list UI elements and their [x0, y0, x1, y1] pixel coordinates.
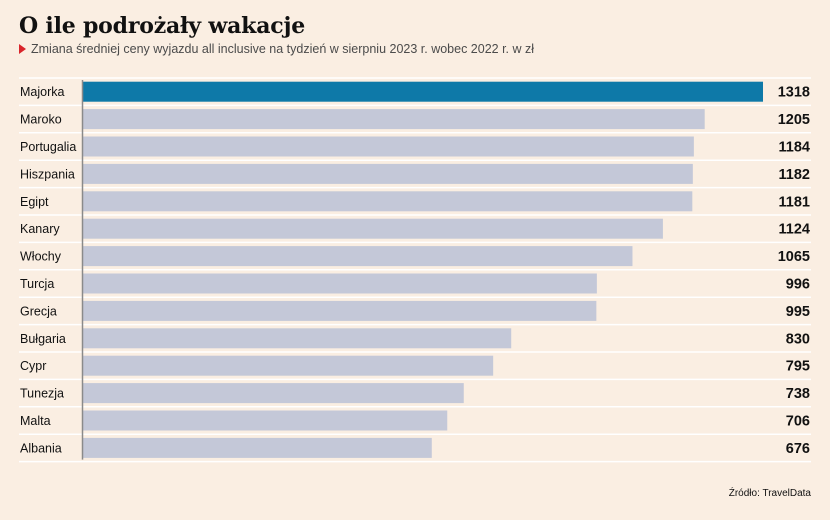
bar — [83, 109, 705, 130]
category-label: Tunezja — [20, 387, 64, 401]
bar — [83, 328, 512, 349]
category-label: Majorka — [20, 85, 65, 99]
value-label: 1181 — [779, 194, 810, 210]
value-label: 996 — [786, 277, 810, 293]
chart-title: O ile podrożały wakacje — [19, 13, 305, 39]
category-label: Grecja — [20, 304, 57, 318]
category-label: Malta — [20, 414, 51, 428]
bar — [83, 437, 432, 458]
bar — [83, 273, 597, 294]
category-label: Hiszpania — [20, 167, 75, 181]
category-label: Egipt — [20, 195, 49, 209]
category-label: Turcja — [20, 277, 54, 291]
source-note: Źródło: TravelData — [728, 488, 811, 499]
value-label: 1318 — [778, 85, 810, 101]
bar — [83, 410, 448, 431]
bar — [83, 246, 633, 267]
category-label: Bułgaria — [20, 332, 66, 346]
bar-highlighted — [83, 81, 763, 102]
value-label: 830 — [786, 331, 810, 347]
bar — [83, 163, 693, 184]
chart-subtitle: Zmiana średniej ceny wyjazdu all inclusi… — [19, 41, 534, 57]
value-label: 738 — [786, 386, 810, 402]
value-label: 706 — [786, 414, 810, 430]
value-label: 676 — [786, 441, 810, 457]
value-label: 995 — [786, 304, 810, 320]
category-label: Kanary — [20, 222, 60, 236]
value-label: 1182 — [779, 167, 810, 183]
category-label: Maroko — [20, 113, 62, 127]
bar — [83, 383, 464, 404]
category-label: Cypr — [20, 359, 46, 373]
bar — [83, 136, 694, 157]
category-label: Portugalia — [20, 140, 76, 154]
bar — [83, 191, 693, 212]
value-label: 1124 — [779, 222, 810, 238]
bar — [83, 355, 494, 376]
bar — [83, 300, 597, 321]
red-triangle-icon — [19, 44, 26, 54]
category-label: Albania — [20, 441, 62, 455]
value-label: 1205 — [778, 112, 810, 128]
category-label: Włochy — [20, 250, 62, 264]
chart-subtitle-text: Zmiana średniej ceny wyjazdu all inclusi… — [31, 42, 535, 56]
value-label: 1065 — [778, 249, 810, 265]
value-label: 1184 — [779, 140, 810, 156]
bar — [83, 218, 663, 239]
value-label: 795 — [786, 359, 810, 375]
